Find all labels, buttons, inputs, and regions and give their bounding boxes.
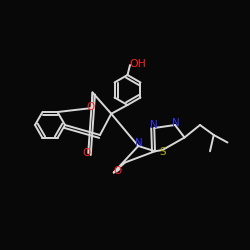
Text: N: N bbox=[150, 120, 158, 130]
Text: S: S bbox=[160, 147, 166, 157]
Text: OH: OH bbox=[130, 59, 146, 69]
Text: O: O bbox=[113, 166, 121, 176]
Text: O: O bbox=[82, 148, 90, 158]
Text: N: N bbox=[135, 138, 143, 148]
Text: O: O bbox=[86, 102, 94, 113]
Text: N: N bbox=[172, 118, 180, 128]
